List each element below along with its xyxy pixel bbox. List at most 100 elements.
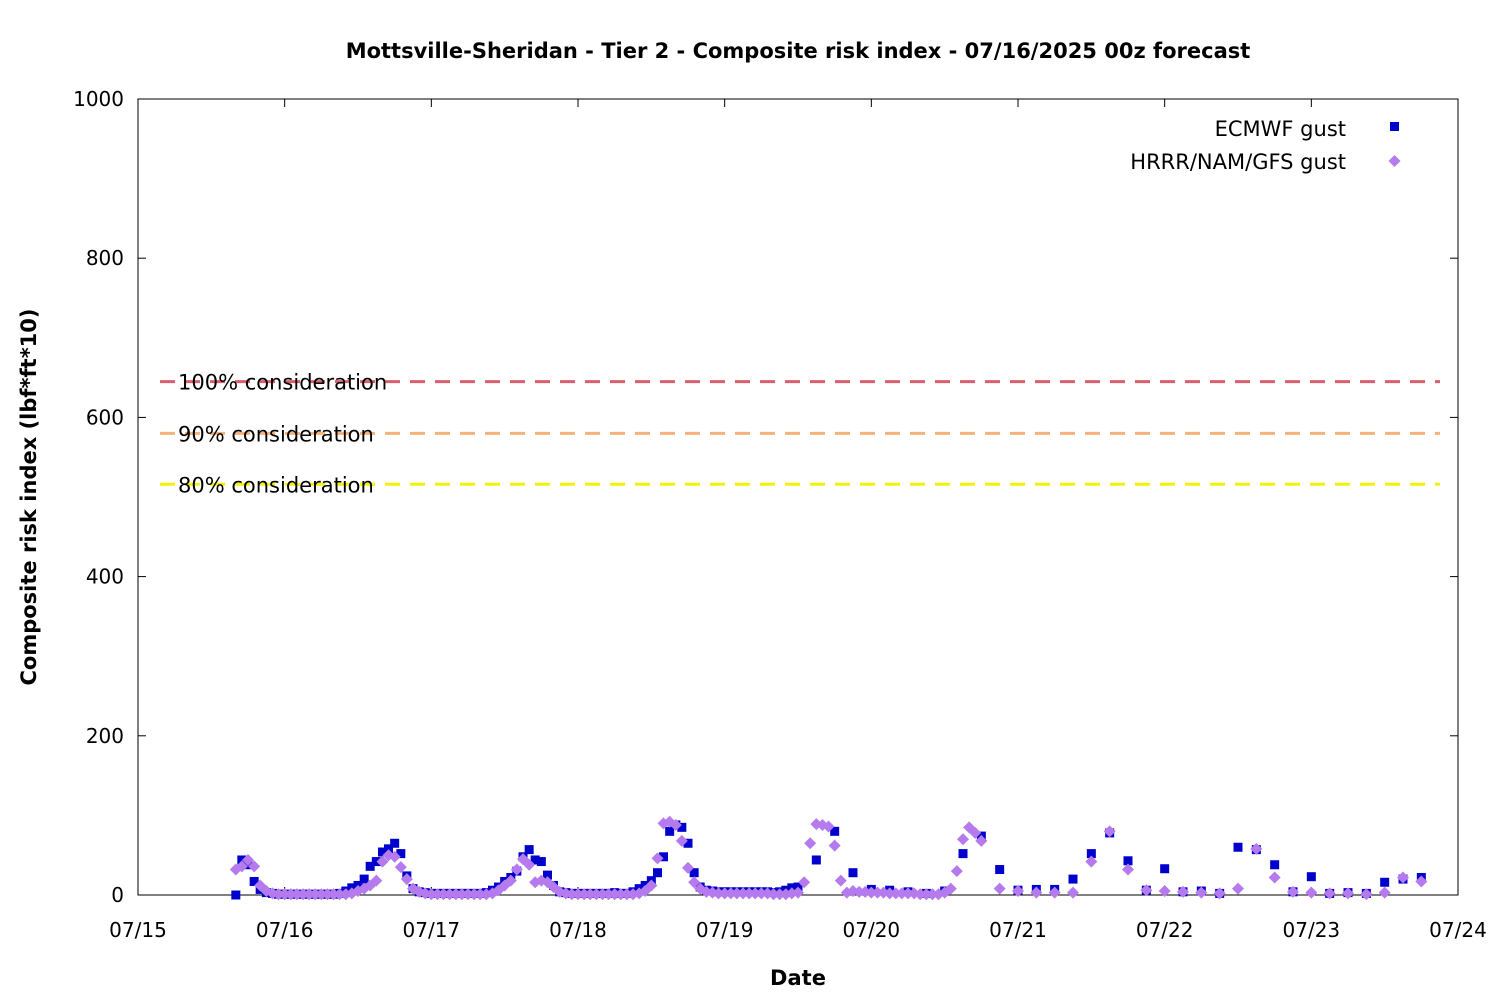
data-point — [830, 826, 840, 836]
data-point — [926, 888, 939, 901]
data-point — [659, 852, 669, 862]
data-point — [425, 888, 438, 901]
data-point — [590, 888, 603, 901]
data-point — [683, 838, 693, 848]
data-point — [297, 888, 309, 901]
x-tick-label: 07/17 — [403, 918, 461, 942]
data-point — [371, 857, 381, 867]
data-point — [902, 887, 914, 900]
x-tick-label: 07/20 — [843, 918, 901, 942]
data-point — [914, 888, 927, 901]
series-1 — [229, 815, 1428, 901]
data-point — [958, 849, 968, 859]
x-tick-label: 07/23 — [1283, 918, 1341, 942]
data-point — [1380, 877, 1390, 887]
chart-title: Mottsville-Sheridan - Tier 2 - Composite… — [346, 39, 1251, 63]
data-point — [804, 837, 817, 850]
data-point — [584, 888, 597, 901]
data-point — [1232, 882, 1244, 895]
data-series — [229, 815, 1428, 901]
data-point — [596, 888, 609, 901]
data-point — [278, 888, 291, 901]
data-point — [848, 868, 858, 878]
data-point — [1233, 842, 1243, 852]
data-point — [895, 887, 908, 900]
data-point — [602, 888, 615, 901]
data-point — [504, 874, 517, 887]
data-point — [1123, 856, 1133, 866]
data-point — [1268, 871, 1281, 884]
data-point — [773, 888, 786, 901]
legend-label-hrrr: HRRR/NAM/GFS gust — [1130, 150, 1346, 174]
data-point — [730, 887, 743, 900]
data-point — [1085, 855, 1098, 868]
data-point — [359, 874, 369, 884]
x-tick-label: 07/21 — [989, 918, 1047, 942]
data-point — [718, 887, 731, 900]
data-point — [321, 888, 334, 901]
data-point — [462, 888, 474, 901]
data-point — [1067, 886, 1079, 899]
data-point — [524, 845, 534, 855]
data-point — [677, 822, 687, 832]
data-point — [1103, 825, 1116, 838]
data-point — [749, 887, 762, 900]
data-point — [542, 870, 552, 880]
data-point — [303, 888, 316, 901]
data-point — [1048, 886, 1061, 899]
data-point — [724, 887, 737, 900]
data-point — [474, 888, 487, 901]
data-point — [394, 861, 407, 874]
data-point — [675, 834, 688, 847]
data-point — [944, 882, 957, 895]
data-point — [1397, 871, 1409, 884]
data-point — [384, 844, 394, 854]
data-point — [1195, 886, 1208, 899]
data-point — [1250, 842, 1263, 855]
data-point — [995, 865, 1005, 875]
data-point — [572, 888, 584, 901]
data-point — [682, 861, 694, 874]
data-point — [822, 820, 835, 833]
data-point — [1213, 887, 1226, 900]
data-point — [1068, 874, 1078, 884]
data-point — [1030, 886, 1043, 899]
legend-marker-ecmwf — [1390, 122, 1399, 131]
data-point — [536, 857, 546, 867]
data-point — [365, 861, 375, 871]
legend-label-ecmwf: ECMWF gust — [1215, 117, 1346, 141]
data-point — [665, 826, 675, 836]
data-point — [1305, 886, 1318, 899]
y-tick-label: 1000 — [73, 87, 124, 111]
x-tick-label: 07/15 — [109, 918, 167, 942]
x-tick-label: 07/16 — [256, 918, 314, 942]
data-point — [957, 833, 969, 846]
y-tick-label: 600 — [86, 405, 124, 429]
data-point — [315, 888, 328, 901]
data-point — [1140, 884, 1153, 897]
data-point — [431, 888, 444, 901]
data-point — [798, 876, 811, 889]
data-point — [249, 876, 259, 886]
data-point — [1287, 885, 1299, 898]
data-point — [333, 888, 346, 901]
data-point — [242, 853, 254, 866]
data-point — [767, 888, 780, 901]
x-tick-label: 07/19 — [696, 918, 754, 942]
data-point — [950, 865, 963, 878]
data-point — [443, 888, 456, 901]
data-point — [248, 860, 261, 873]
data-point — [608, 888, 621, 901]
data-point — [437, 888, 450, 901]
x-axis: 07/15 07/16 07/17 07/18 07/19 07/20 07/21 07/22… — [109, 99, 1487, 942]
y-tick-label: 800 — [86, 246, 124, 270]
y-tick-label: 200 — [86, 724, 124, 748]
data-point — [1360, 888, 1373, 901]
data-point — [578, 888, 591, 901]
data-point — [1415, 875, 1428, 888]
data-point — [565, 888, 578, 901]
data-point — [865, 886, 878, 899]
data-point — [1086, 849, 1096, 859]
data-point — [309, 888, 322, 901]
